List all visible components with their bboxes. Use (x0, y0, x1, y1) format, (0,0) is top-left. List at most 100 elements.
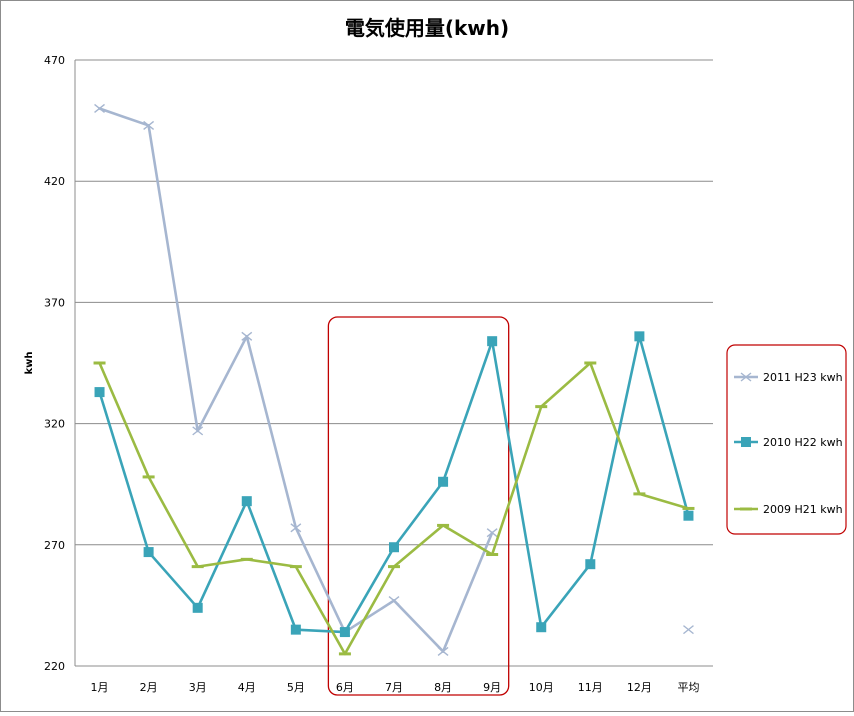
series-line-segment (147, 124, 199, 433)
series-group (93, 103, 695, 657)
data-point (438, 476, 449, 487)
series-line-segment (196, 335, 249, 433)
series-line-segment (343, 599, 396, 634)
legend-label: 2011 H23 kwh (763, 371, 843, 384)
series-line-segment (392, 480, 445, 549)
y-tick-label: 470 (44, 54, 65, 67)
series-0 (94, 103, 694, 657)
series-line-segment (638, 492, 690, 510)
legend-label: 2009 H21 kwh (763, 503, 843, 516)
series-line-segment (98, 107, 150, 127)
data-point-stroke (388, 596, 400, 606)
data-point (388, 596, 400, 606)
data-point (290, 624, 301, 635)
legend: 2011 H23 kwh 2010 H22 kwh 2009 H21 kwh (726, 344, 847, 535)
data-point-stroke (290, 523, 302, 533)
series-line-segment (196, 558, 249, 568)
data-point-stroke (437, 646, 449, 657)
x-tick-label: 2月 (140, 681, 158, 694)
y-tick-label: 420 (44, 175, 65, 188)
series-line-segment (638, 335, 690, 518)
y-tick-label: 370 (44, 296, 65, 309)
data-point (192, 426, 204, 436)
x-axis-ticks: 1月 2月 3月 4月 5月 6月 7月 8月 9月 10月 11月 12月 平均 (91, 681, 700, 694)
series-line-segment (343, 565, 396, 656)
data-point (536, 622, 547, 633)
chart-title: 電気使用量(kwh) (345, 16, 509, 40)
series-line-segment (147, 475, 199, 568)
series-line-segment (245, 499, 298, 631)
data-point (94, 387, 105, 398)
series-line-segment (589, 361, 641, 496)
series-line-segment (245, 558, 298, 568)
series-line-segment (490, 405, 543, 556)
series-line-segment (343, 545, 396, 634)
gridlines (74, 59, 713, 667)
legend-box (726, 344, 847, 535)
y-axis-label: kwh (24, 351, 35, 374)
series-line-segment (539, 361, 592, 408)
series-line-segment (294, 565, 347, 656)
series-line-segment (98, 361, 150, 479)
data-point (241, 331, 253, 341)
series-line-segment (294, 628, 347, 634)
series-line-segment (539, 562, 592, 629)
data-point (143, 547, 154, 558)
data-point (486, 528, 498, 538)
series-line-segment (589, 335, 641, 566)
series-2 (93, 361, 695, 656)
series-line-segment (294, 526, 347, 634)
data-point-stroke (143, 120, 155, 130)
series-line-segment (196, 499, 249, 610)
data-point-stroke (683, 625, 694, 635)
series-line-segment (147, 550, 199, 610)
x-tick-label: 8月 (434, 681, 452, 694)
data-point (487, 336, 498, 347)
series-line-segment (392, 599, 445, 653)
series-line-segment (441, 339, 494, 484)
data-point (585, 559, 596, 570)
x-tick-label: 1月 (91, 681, 109, 694)
x-tick-label: 9月 (483, 681, 501, 694)
y-tick-label: 320 (44, 418, 65, 431)
data-point-stroke (192, 426, 204, 436)
y-tick-label: 270 (44, 539, 65, 552)
data-point (290, 523, 302, 533)
x-tick-label: 10月 (529, 681, 554, 694)
series-1 (94, 331, 694, 638)
data-point (437, 646, 449, 657)
data-point (241, 496, 252, 507)
x-tick-label: 12月 (627, 681, 652, 694)
data-point (740, 372, 752, 382)
x-tick-label: 11月 (578, 681, 603, 694)
data-point (389, 542, 399, 553)
legend-label: 2010 H22 kwh (763, 436, 843, 449)
x-tick-label: 7月 (385, 681, 403, 694)
data-point-stroke (94, 103, 105, 114)
y-axis-ticks: 220 270 320 370 420 470 (44, 54, 65, 673)
data-point (683, 510, 694, 521)
data-point (143, 120, 155, 130)
data-point (94, 103, 105, 114)
y-tick-label: 220 (44, 660, 65, 673)
data-point (192, 602, 203, 613)
data-point (339, 627, 350, 638)
series-line-segment (441, 524, 494, 556)
x-tick-label: 平均 (677, 681, 699, 694)
data-point (683, 625, 694, 635)
data-point (741, 437, 751, 447)
data-point-stroke (740, 372, 752, 382)
data-point (634, 331, 645, 342)
series-line-segment (441, 531, 494, 653)
x-tick-label: 5月 (287, 681, 305, 694)
data-point-stroke (241, 331, 253, 341)
x-tick-label: 3月 (189, 681, 207, 694)
x-tick-label: 6月 (336, 681, 354, 694)
data-point-stroke (486, 528, 498, 538)
x-tick-label: 4月 (238, 681, 256, 694)
series-line-segment (392, 524, 445, 568)
series-line-segment (98, 390, 150, 554)
series-line-segment (245, 335, 298, 530)
